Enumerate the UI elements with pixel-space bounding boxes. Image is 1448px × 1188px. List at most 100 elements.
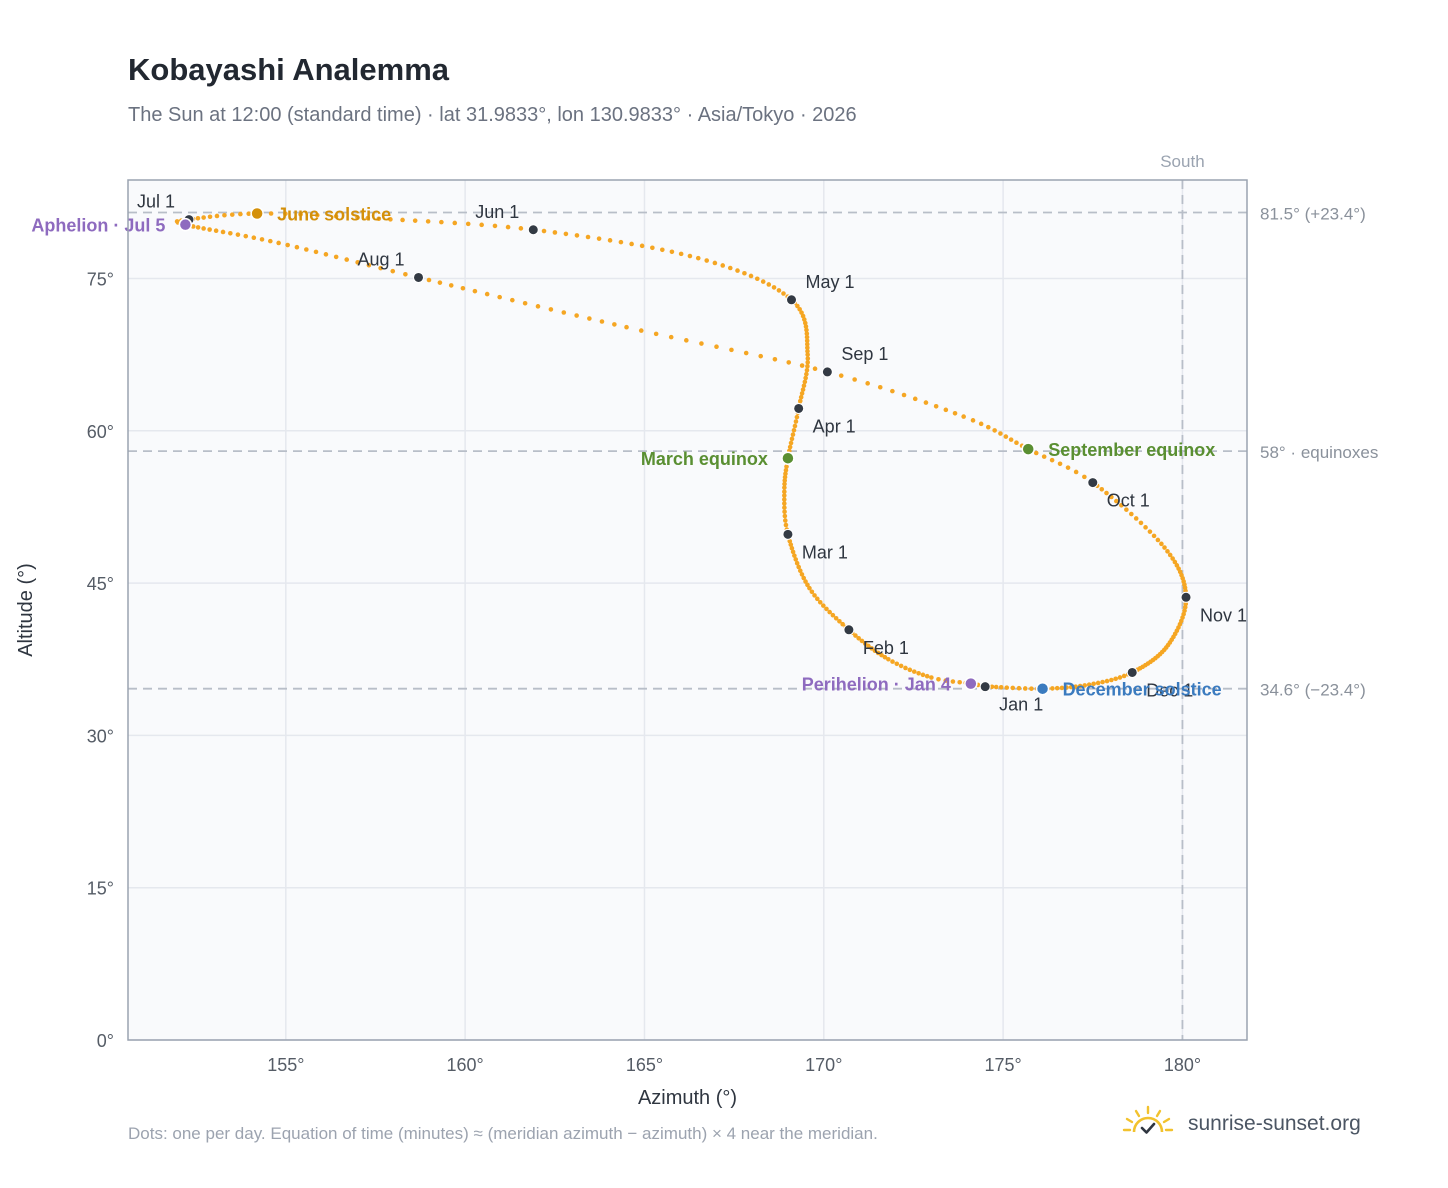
daily-sun-dot [1086, 682, 1092, 687]
daily-sun-dot [283, 211, 288, 217]
event-marker-dot [178, 217, 193, 232]
daily-sun-dot [782, 509, 787, 515]
daily-sun-dot [788, 542, 794, 547]
daily-sun-dot [552, 230, 558, 235]
daily-sun-dot [794, 560, 800, 566]
daily-sun-dot [599, 319, 605, 324]
daily-sun-dot [890, 659, 895, 664]
y-tick-label: 0° [97, 1031, 114, 1051]
daily-sun-dot [660, 247, 665, 253]
daily-sun-dot [510, 297, 515, 303]
daily-sun-dot [268, 211, 274, 216]
daily-sun-dot [1104, 490, 1109, 496]
daily-sun-dot [859, 638, 865, 644]
daily-sun-dot [1065, 465, 1071, 470]
daily-sun-dot [924, 673, 930, 679]
daily-sun-dot [314, 212, 320, 218]
daily-sun-dot [333, 254, 339, 260]
daily-sun-dot [1022, 686, 1028, 691]
x-tick-label: 155° [267, 1055, 304, 1075]
daily-sun-dot [853, 633, 858, 638]
daily-sun-dot [794, 414, 800, 420]
daily-sun-dot [1162, 545, 1167, 550]
month-marker-label: Jul 1 [137, 192, 175, 212]
daily-sun-dot [222, 212, 227, 218]
daily-sun-dot [791, 427, 797, 433]
daily-sun-dot [1119, 503, 1124, 508]
daily-sun-dot [789, 545, 795, 551]
daily-sun-dot [220, 229, 226, 235]
daily-sun-dot [879, 652, 884, 658]
daily-sun-dot [766, 282, 772, 287]
month-marker-label: Jun 1 [475, 202, 519, 222]
event-marker-label: December solstice [1063, 680, 1222, 700]
month-marker-dot [1126, 666, 1138, 678]
daily-sun-dot [313, 249, 319, 255]
daily-sun-dot [238, 211, 243, 217]
month-marker-dot [782, 528, 794, 540]
daily-sun-dot [1114, 498, 1119, 504]
daily-sun-dot [830, 612, 836, 618]
x-tick-label: 170° [805, 1055, 842, 1075]
plot-background [128, 180, 1247, 1040]
month-marker-dot [786, 294, 798, 306]
month-marker-dot [527, 224, 539, 236]
month-marker-label: May 1 [806, 272, 855, 292]
daily-sun-dot [276, 240, 281, 246]
daily-sun-dot [695, 255, 701, 261]
daily-sun-dot [821, 603, 826, 608]
event-marker-label: Aphelion · Jul 5 [31, 216, 165, 236]
daily-sun-dot [201, 226, 206, 231]
x-tick-label: 160° [447, 1055, 484, 1075]
daily-sun-dot [1155, 537, 1161, 543]
daily-sun-dot [214, 213, 220, 219]
daily-sun-dot [448, 283, 454, 288]
daily-sun-dot [638, 328, 644, 333]
daily-sun-dot [259, 237, 265, 242]
daily-sun-dot [805, 364, 810, 369]
daily-sun-dot [986, 424, 991, 430]
daily-sun-dot [776, 288, 782, 293]
daily-sun-dot [989, 684, 995, 690]
daily-sun-dot [957, 679, 962, 685]
daily-sun-dot [699, 341, 704, 346]
daily-sun-dot [251, 235, 257, 241]
daily-sun-dot [1082, 474, 1087, 480]
daily-sun-dot [1004, 685, 1010, 690]
daily-sun-dot [1077, 683, 1083, 689]
sun-check-icon [1122, 1105, 1174, 1144]
daily-sun-dot [772, 356, 778, 362]
daily-sun-dot [872, 648, 878, 654]
daily-sun-dot [1099, 486, 1105, 492]
month-marker-label: Feb 1 [863, 638, 909, 658]
daily-sun-dot [704, 258, 710, 263]
daily-sun-dot [1059, 685, 1065, 691]
daily-sun-dot [425, 219, 431, 224]
daily-sun-dot [970, 418, 976, 423]
event-marker-label: September equinox [1048, 440, 1215, 460]
daily-sun-dot [798, 394, 804, 400]
event-marker-label: June solstice [277, 205, 391, 225]
x-tick-label: 165° [626, 1055, 663, 1075]
daily-sun-dot [714, 344, 719, 350]
daily-sun-dot [801, 575, 807, 581]
daily-sun-dot [624, 324, 629, 330]
daily-sun-dot [827, 609, 832, 615]
daily-sun-dot [852, 377, 857, 382]
daily-sun-dot [805, 582, 810, 588]
daily-sun-dot [1124, 507, 1129, 512]
month-marker-label: Aug 1 [357, 249, 404, 269]
daily-sun-dot [668, 334, 674, 340]
plot-frame [127, 179, 1248, 1041]
event-marker-dot [250, 206, 264, 221]
daily-sun-dot [497, 294, 502, 300]
daily-sun-dot [771, 285, 777, 290]
reference-altitude-label: 34.6° (−23.4°) [1260, 681, 1366, 700]
daily-sun-dot [479, 222, 484, 228]
daily-sun-dot [729, 347, 734, 353]
daily-sun-dot [943, 407, 949, 413]
brand[interactable]: sunrise-sunset.org [1122, 1104, 1361, 1144]
daily-sun-dot [782, 485, 787, 490]
reference-altitude-label: 58° · equinoxes [1260, 443, 1378, 462]
daily-sun-dot [1113, 676, 1119, 682]
